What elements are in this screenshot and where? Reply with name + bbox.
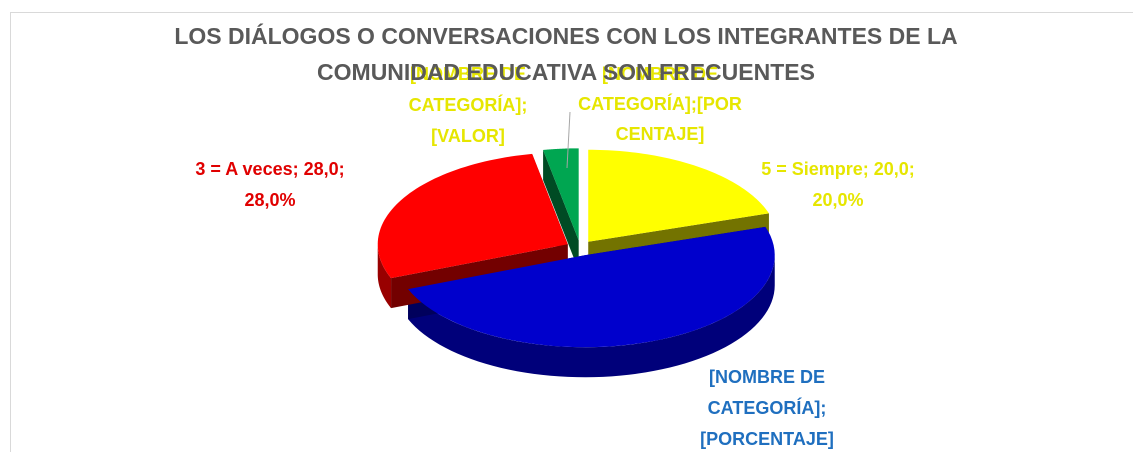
slice-side: [408, 255, 775, 378]
annotation: CATEGORÍA];[POR: [578, 93, 742, 114]
data-label: [VALOR]: [431, 126, 505, 146]
slice: [543, 148, 579, 241]
leader-line: [566, 111, 571, 169]
data-label: 3 = A veces; 28,0;: [195, 159, 344, 179]
slice: [377, 153, 568, 279]
data-label: 28,0%: [244, 190, 295, 210]
data-label: CATEGORÍA];: [409, 94, 528, 115]
annotation: [NOMBRE DE: [602, 64, 718, 84]
labels: 5 = Siempre; 20,0; 20,0% [NOMBRE DE CATEGOR…: [174, 22, 957, 449]
slice-edge: [543, 149, 579, 271]
chart-title: COMUNIDAD EDUCATIVA SON FRECUENTES: [317, 59, 815, 85]
slice: [588, 149, 769, 242]
data-label: [NOMBRE DE: [709, 367, 825, 387]
slice: [408, 226, 775, 348]
data-label: 5 = Siempre; 20,0;: [761, 159, 915, 179]
data-label: [PORCENTAJE]: [700, 429, 834, 449]
slice-side: [377, 244, 392, 309]
pie: [377, 148, 775, 378]
data-label: 20,0%: [812, 190, 863, 210]
annotation: CENTAJE]: [616, 124, 705, 144]
chart-title: LOS DIÁLOGOS O CONVERSACIONES CON LOS IN…: [174, 22, 957, 49]
data-label: [NOMBRE DE: [410, 64, 526, 84]
data-label: CATEGORÍA];: [708, 397, 827, 418]
